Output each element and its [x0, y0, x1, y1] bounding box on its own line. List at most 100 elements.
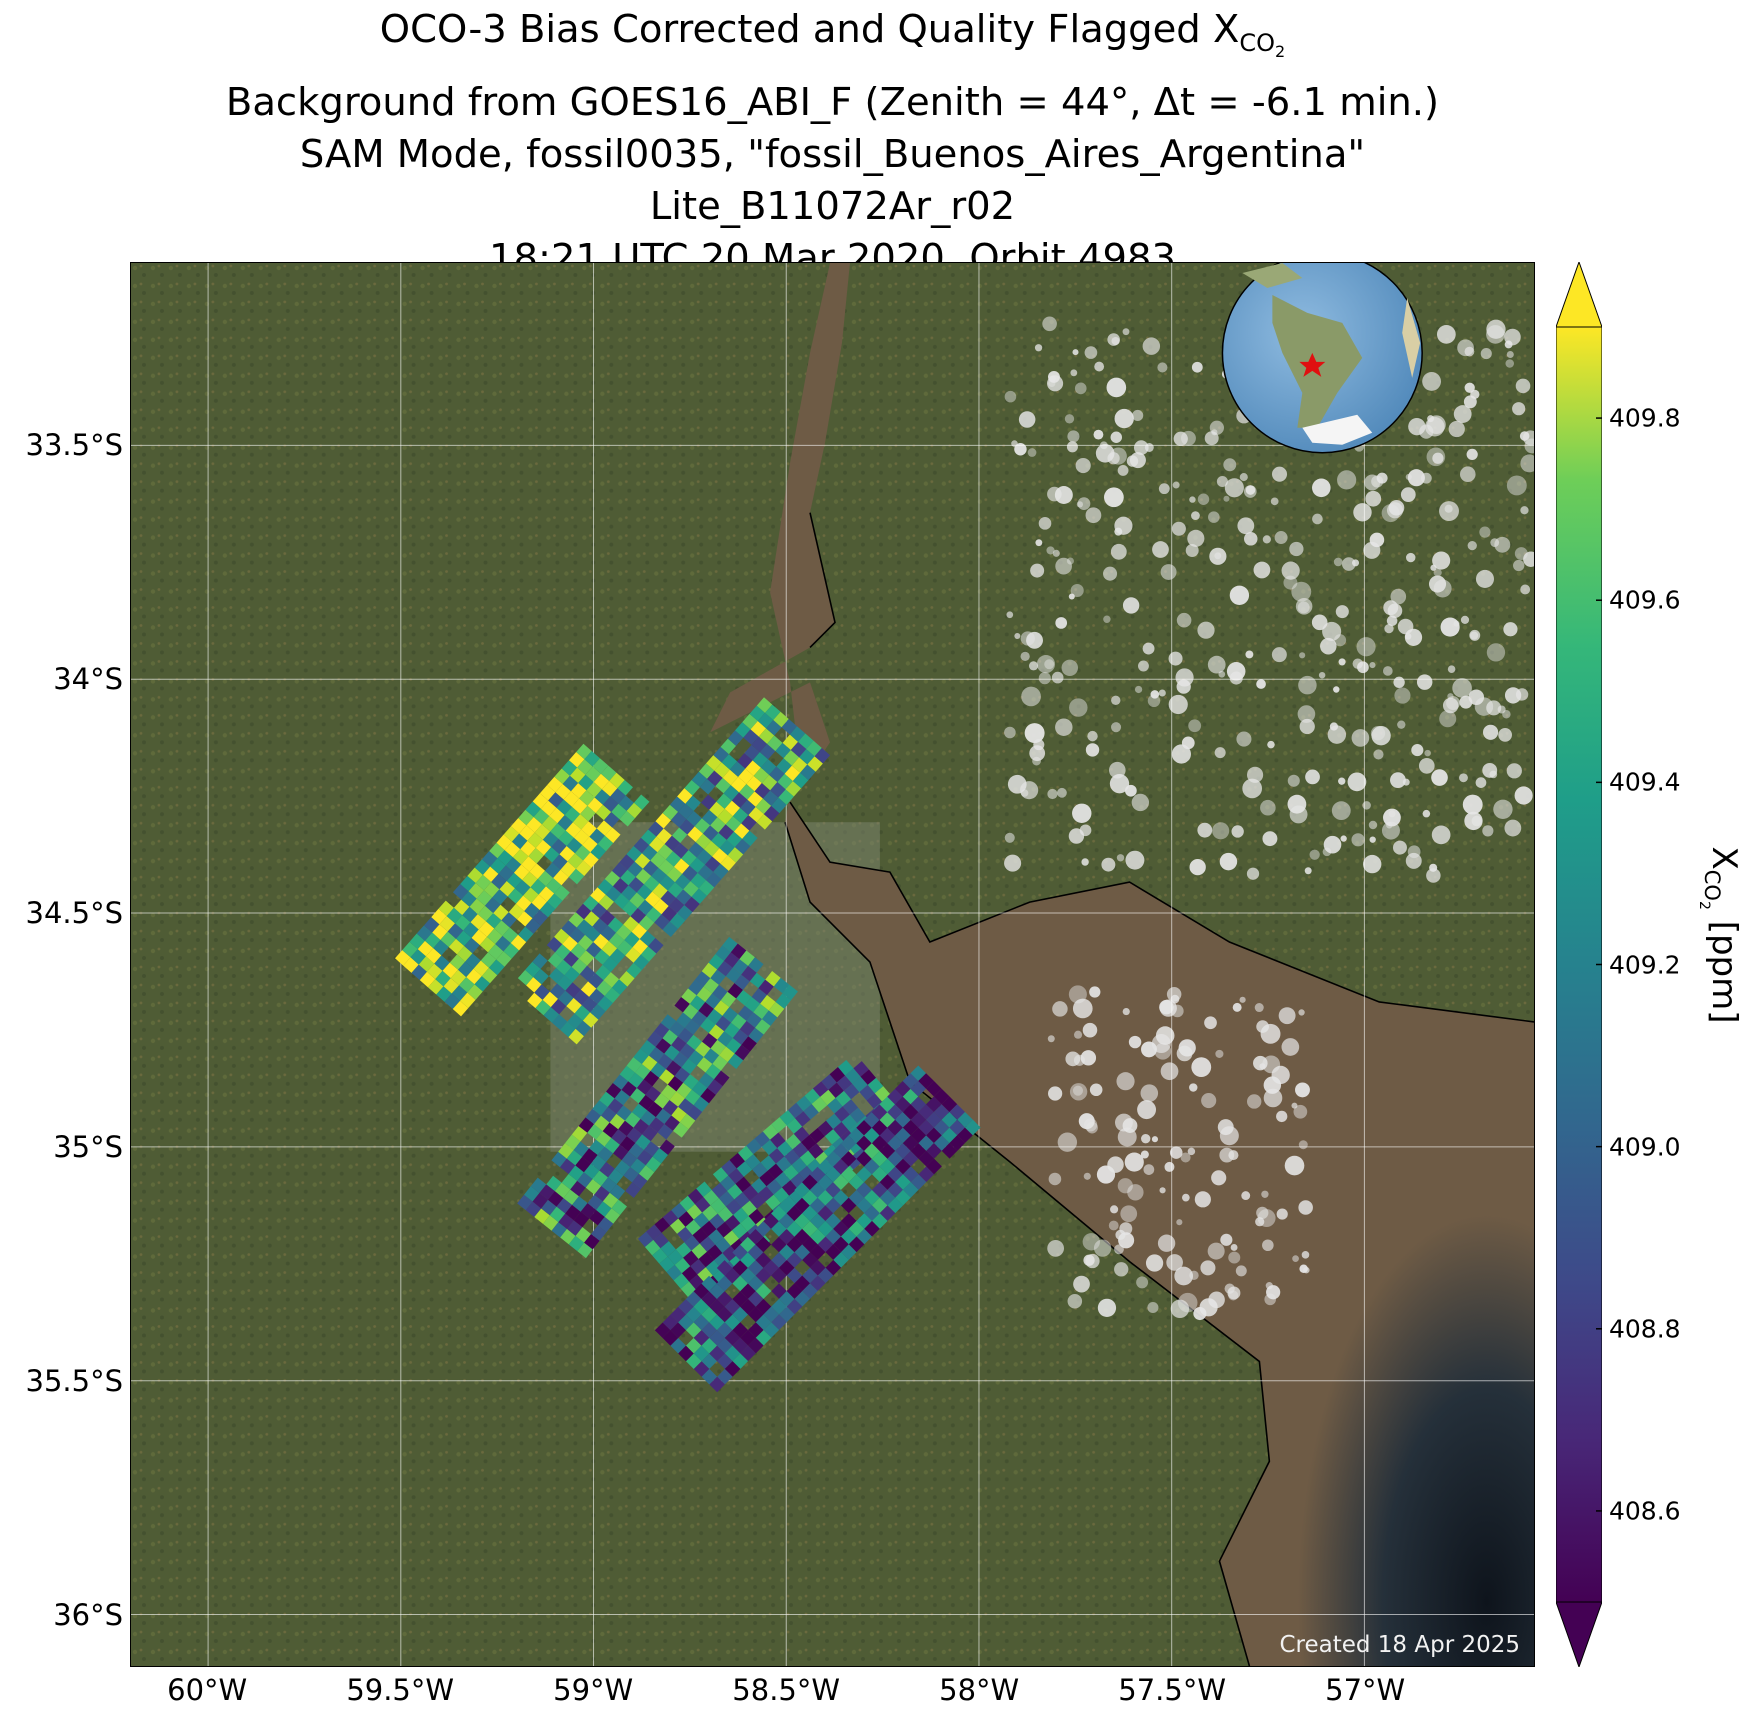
xco2-footprint[interactable] — [593, 773, 610, 790]
xco2-footprint[interactable] — [474, 976, 490, 992]
xco2-footprint[interactable] — [462, 906, 478, 923]
xco2-footprint[interactable] — [713, 863, 729, 880]
xco2-footprint[interactable] — [572, 814, 589, 830]
xco2-footprint[interactable] — [578, 774, 594, 791]
xco2-footprint[interactable] — [724, 1022, 740, 1038]
xco2-footprint[interactable] — [709, 1283, 725, 1300]
xco2-footprint[interactable] — [610, 788, 626, 804]
xco2-footprint[interactable] — [910, 1112, 927, 1128]
xco2-footprint[interactable] — [779, 1291, 795, 1307]
xco2-footprint[interactable] — [696, 1056, 713, 1073]
xco2-footprint[interactable] — [511, 833, 528, 850]
xco2-footprint[interactable] — [856, 1166, 872, 1183]
xco2-footprint[interactable] — [702, 825, 719, 841]
xco2-footprint[interactable] — [794, 1182, 810, 1198]
xco2-footprint[interactable] — [687, 1188, 704, 1205]
xco2-footprint[interactable] — [833, 1252, 849, 1268]
xco2-footprint[interactable] — [678, 1299, 694, 1315]
xco2-footprint[interactable] — [698, 1072, 715, 1088]
xco2-footprint[interactable] — [640, 1039, 656, 1056]
xco2-footprint[interactable] — [652, 883, 668, 899]
xco2-footprint[interactable] — [564, 806, 581, 823]
xco2-footprint[interactable] — [611, 1199, 627, 1216]
xco2-footprint[interactable] — [575, 1227, 592, 1243]
xco2-footprint[interactable] — [748, 957, 764, 973]
xco2-footprint[interactable] — [467, 867, 483, 884]
xco2-footprint[interactable] — [689, 1274, 705, 1290]
xco2-footprint[interactable] — [672, 842, 689, 859]
xco2-footprint[interactable] — [637, 1231, 654, 1247]
xco2-footprint[interactable] — [426, 963, 443, 980]
xco2-footprint[interactable] — [821, 1074, 837, 1090]
xco2-footprint[interactable] — [707, 1008, 723, 1025]
xco2-footprint[interactable] — [568, 1028, 584, 1045]
xco2-footprint[interactable] — [497, 850, 513, 866]
xco2-footprint[interactable] — [605, 886, 622, 902]
xco2-footprint[interactable] — [597, 835, 614, 852]
xco2-footprint[interactable] — [726, 831, 743, 848]
xco2-footprint[interactable] — [786, 1298, 803, 1315]
xco2-footprint[interactable] — [775, 1156, 792, 1172]
xco2-footprint[interactable] — [550, 823, 566, 839]
xco2-footprint[interactable] — [740, 1345, 756, 1362]
xco2-footprint[interactable] — [641, 1055, 658, 1071]
xco2-footprint[interactable] — [740, 1252, 756, 1268]
xco2-footprint[interactable] — [902, 1104, 919, 1120]
xco2-footprint[interactable] — [732, 1322, 749, 1338]
xco2-footprint[interactable] — [578, 950, 595, 966]
xco2-footprint[interactable] — [817, 1120, 834, 1137]
xco2-footprint[interactable] — [856, 1182, 872, 1198]
xco2-footprint[interactable] — [674, 997, 690, 1013]
xco2-footprint[interactable] — [926, 1096, 942, 1112]
swath[interactable] — [395, 743, 650, 1017]
xco2-footprint[interactable] — [678, 1211, 694, 1227]
xco2-footprint[interactable] — [825, 1259, 842, 1276]
xco2-footprint[interactable] — [766, 720, 782, 736]
xco2-footprint[interactable] — [674, 1257, 691, 1274]
xco2-footprint[interactable] — [548, 1191, 564, 1207]
xco2-footprint[interactable] — [810, 1259, 826, 1276]
xco2-footprint[interactable] — [465, 953, 481, 969]
xco2-footprint[interactable] — [734, 838, 751, 855]
xco2-footprint[interactable] — [670, 811, 687, 828]
xco2-footprint[interactable] — [703, 840, 720, 857]
xco2-footprint[interactable] — [722, 1245, 738, 1262]
xco2-footprint[interactable] — [506, 872, 523, 889]
xco2-footprint[interactable] — [723, 1230, 740, 1246]
xco2-footprint[interactable] — [518, 926, 534, 943]
xco2-footprint[interactable] — [513, 864, 530, 881]
xco2-footprint[interactable] — [762, 1010, 778, 1026]
xco2-footprint[interactable] — [526, 817, 542, 833]
xco2-footprint[interactable] — [933, 1119, 950, 1136]
xco2-footprint[interactable] — [700, 1017, 716, 1034]
xco2-footprint[interactable] — [613, 1144, 629, 1161]
xco2-footprint[interactable] — [669, 1021, 685, 1037]
xco2-footprint[interactable] — [621, 1081, 637, 1097]
xco2-footprint[interactable] — [717, 1368, 733, 1385]
xco2-footprint[interactable] — [460, 992, 476, 1009]
xco2-footprint[interactable] — [835, 1090, 852, 1107]
xco2-footprint[interactable] — [848, 1174, 865, 1190]
xco2-footprint[interactable] — [833, 1236, 849, 1253]
xco2-footprint[interactable] — [755, 1298, 772, 1315]
xco2-footprint[interactable] — [449, 954, 466, 970]
xco2-footprint[interactable] — [448, 938, 465, 955]
xco2-footprint[interactable] — [634, 853, 651, 869]
xco2-footprint[interactable] — [802, 1236, 818, 1253]
xco2-footprint[interactable] — [567, 1013, 583, 1029]
xco2-footprint[interactable] — [548, 967, 565, 984]
xco2-footprint[interactable] — [664, 835, 681, 852]
xco2-footprint[interactable] — [814, 748, 831, 764]
xco2-footprint[interactable] — [864, 1189, 880, 1206]
xco2-footprint[interactable] — [541, 1199, 557, 1216]
xco2-footprint[interactable] — [402, 941, 418, 958]
xco2-footprint[interactable] — [871, 1151, 888, 1167]
xco2-footprint[interactable] — [653, 1022, 670, 1039]
xco2-footprint[interactable] — [657, 1123, 674, 1140]
xco2-footprint[interactable] — [711, 832, 727, 849]
xco2-footprint[interactable] — [640, 946, 657, 962]
xco2-footprint[interactable] — [737, 1005, 754, 1021]
xco2-footprint[interactable] — [616, 1105, 632, 1121]
xco2-footprint[interactable] — [784, 765, 801, 782]
xco2-footprint[interactable] — [558, 990, 574, 1007]
